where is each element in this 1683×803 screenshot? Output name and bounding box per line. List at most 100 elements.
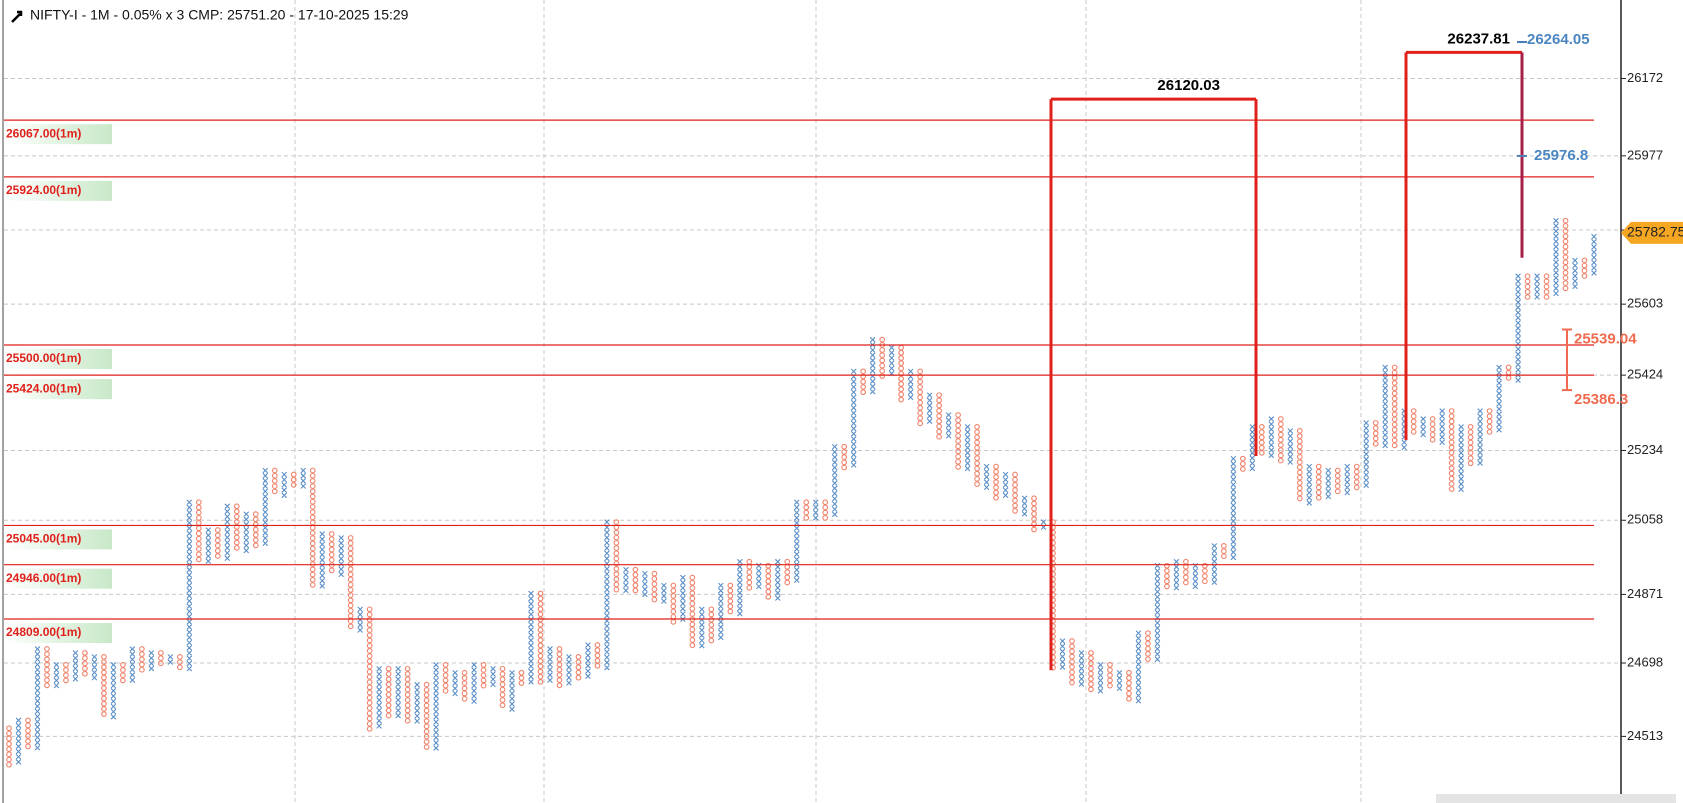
o-column [1277,416,1284,464]
x-column [1002,471,1009,499]
o-column [594,642,601,669]
o-column [404,665,411,724]
x-column [452,669,458,697]
o-column [82,650,88,677]
o-column [1088,650,1094,693]
grid: 2451324698248712505825234254242560325790… [4,70,1663,743]
x-column [148,650,155,672]
x-column [1363,420,1370,489]
x-column [907,368,914,401]
o-column [1391,364,1398,449]
x-column [1154,562,1161,663]
o-column [1486,408,1493,435]
x-column [737,558,743,617]
o-column [139,646,145,673]
x-column [243,511,250,554]
x-column [945,412,952,439]
x-column [566,654,572,686]
level-label-box [4,568,112,589]
x-column [1306,463,1313,506]
o-column [252,511,259,549]
o-column [233,503,240,551]
x-column [186,499,193,672]
y-tick-label: 24698 [1627,654,1663,669]
x-column [1515,273,1521,384]
x-column [774,558,781,601]
x-column [1211,543,1218,586]
o-column [44,646,50,689]
x-column [623,566,629,594]
o-column [309,467,316,588]
bracket-label: 26237.81 [1447,30,1510,47]
bracket-label: 26120.03 [1157,77,1220,94]
x-column [1439,408,1445,446]
y-tick-label: 26172 [1627,70,1663,85]
o-column [1562,217,1569,292]
red-marker-label: 25539.04 [1574,330,1637,347]
o-column [708,606,715,644]
o-column [63,661,69,684]
blue-marker-label: 25976.8 [1534,147,1588,164]
x-column [1173,558,1180,591]
x-column [1040,519,1047,531]
x-column [661,582,667,604]
x-column [926,392,933,424]
x-column [1097,662,1104,694]
x-column [1477,408,1483,466]
chart-title: NIFTY-I - 1M - 0.05% x 3 CMP: 25751.20 -… [30,7,409,23]
x-column [433,662,439,751]
o-column [1581,257,1588,279]
scrollbar [1436,794,1676,803]
y-tick-label: 25424 [1627,367,1663,382]
o-column [1505,364,1512,381]
o-column [1031,495,1037,533]
x-column [1287,428,1294,465]
o-column [537,590,544,685]
x-column [585,642,591,679]
o-column [1353,463,1360,491]
o-column [1429,416,1436,443]
x-column [395,666,401,719]
o-column [803,499,810,521]
y-tick-label: 25234 [1627,442,1663,457]
x-column [1021,495,1028,517]
level-label: 24946.00(1m) [6,571,81,585]
o-column [1334,467,1341,495]
x-column [1249,424,1256,472]
x-column [756,562,762,590]
o-column [1145,630,1151,662]
x-column [547,646,553,683]
o-column [1012,471,1018,514]
x-column [1135,630,1142,704]
level-label-box [4,180,112,201]
o-column [784,558,791,586]
x-column [224,503,231,561]
x-column [699,606,705,649]
level-label: 24809.00(1m) [6,625,81,639]
vertical-grid [294,0,1362,803]
level-label-box [4,124,112,145]
x-column [983,463,990,491]
x-column [1401,408,1407,451]
x-column [812,499,819,521]
o-column [6,725,12,768]
level-label: 25924.00(1m) [6,183,81,197]
x-column [72,650,79,682]
red-marker-label: 25386.3 [1574,391,1628,408]
level-label: 25424.00(1m) [6,381,81,395]
o-column [860,368,867,396]
x-column [53,662,60,689]
x-column [1059,638,1066,670]
o-column [480,661,487,689]
x-column [376,666,382,729]
o-column [347,535,354,630]
x-column [604,519,610,671]
x-column [1420,416,1426,438]
o-column [1524,273,1531,300]
o-column [385,665,392,719]
x-column [357,606,363,633]
level-label-box [4,623,112,644]
y-tick-label: 25603 [1627,296,1663,311]
x-column [1116,669,1123,692]
